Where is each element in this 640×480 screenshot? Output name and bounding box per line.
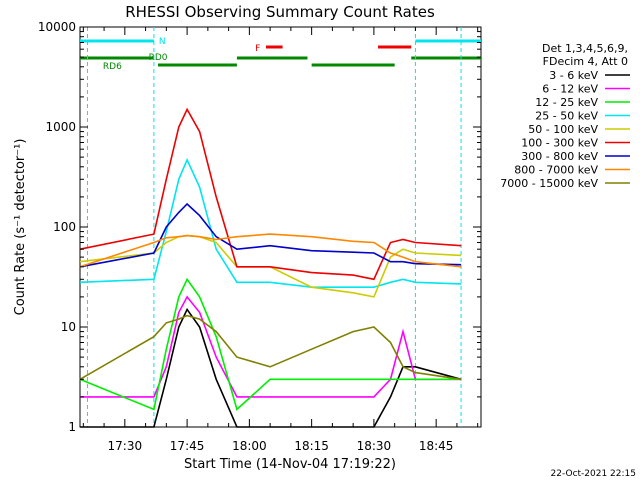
legend-label: 6 - 12 keV <box>542 83 598 96</box>
series-layer <box>79 107 462 428</box>
series-line <box>79 202 462 268</box>
legend-label: 3 - 6 keV <box>549 69 598 82</box>
legend-label: 100 - 300 keV <box>521 137 598 150</box>
flag-label-rd6: RD6 <box>103 62 122 72</box>
legend-label: 12 - 25 keV <box>535 96 598 109</box>
legend-label: 7000 - 15000 keV <box>500 177 598 190</box>
series-line <box>79 314 462 381</box>
series-line <box>80 307 462 428</box>
y-tick-label: 1000 <box>45 120 76 134</box>
series-line <box>79 277 462 411</box>
legend: Det 1,3,4,5,6,9, FDecim 4, Att 0 3 - 6 k… <box>500 42 630 190</box>
x-tick-label: 18:15 <box>294 439 329 453</box>
y-axis: 1 10 100 1000 10000 <box>38 20 481 434</box>
x-tick-label: 18:45 <box>419 439 454 453</box>
x-tick-label: 18:00 <box>232 439 267 453</box>
flag-label-f: F <box>255 44 260 54</box>
y-tick-label: 10 <box>61 320 76 334</box>
x-tick-label: 17:45 <box>170 439 205 453</box>
y-tick-label: 1 <box>68 420 76 434</box>
series-line <box>79 107 462 281</box>
flag-bars: N RD0 RD6 F <box>80 27 481 427</box>
legend-label: 800 - 7000 keV <box>514 164 598 177</box>
legend-label: 300 - 800 keV <box>521 150 598 163</box>
y-tick-label: 10000 <box>38 20 76 34</box>
x-axis: 17:30 17:45 18:00 18:15 18:30 18:45 <box>82 27 479 453</box>
timestamp: 22-Oct-2021 22:15 <box>551 469 636 479</box>
legend-header-line2: FDecim 4, Att 0 <box>543 55 628 68</box>
flag-label-n: N <box>159 37 166 47</box>
plot-frame <box>79 26 482 428</box>
x-tick-label: 17:30 <box>108 439 143 453</box>
legend-header-line1: Det 1,3,4,5,6,9, <box>542 42 628 55</box>
y-axis-label: Count Rate (s⁻¹ detector⁻¹) <box>13 139 28 316</box>
chart-title: RHESSI Observing Summary Count Rates <box>125 3 435 21</box>
x-tick-label: 18:30 <box>357 439 392 453</box>
legend-label: 50 - 100 keV <box>528 123 598 136</box>
series-line <box>79 233 462 268</box>
series-line <box>79 157 462 289</box>
x-axis-label: Start Time (14-Nov-04 17:19:22) <box>184 457 396 472</box>
y-tick-label: 100 <box>53 220 76 234</box>
flag-label-rd0: RD0 <box>149 53 168 63</box>
legend-label: 25 - 50 keV <box>535 110 598 123</box>
